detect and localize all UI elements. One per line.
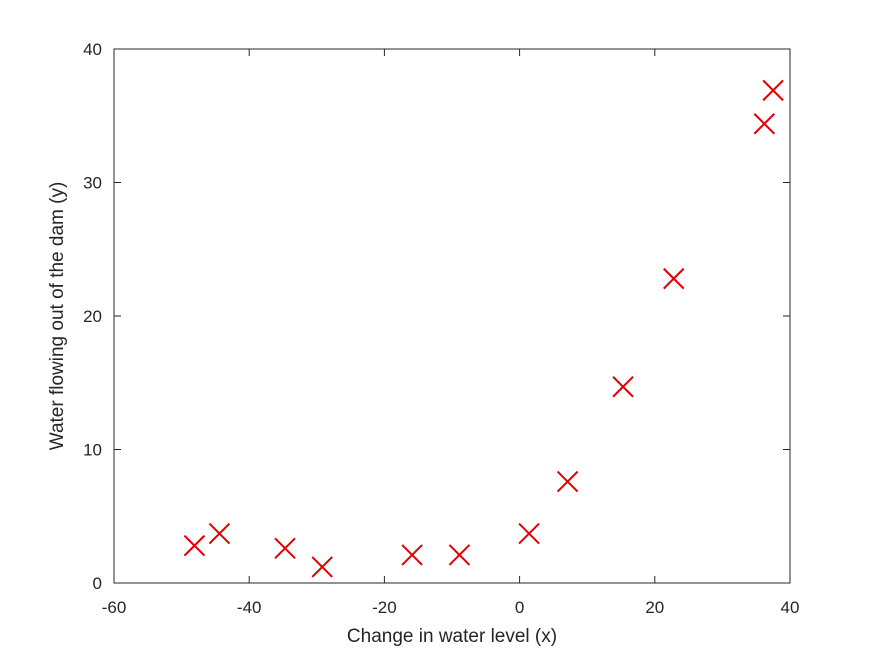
- data-point-marker: [274, 537, 296, 559]
- data-point-marker: [208, 522, 231, 545]
- x-tick-label: -20: [372, 598, 397, 617]
- data-point-marker: [612, 376, 634, 398]
- y-tick-label: 30: [83, 174, 102, 193]
- data-point-marker: [401, 544, 423, 566]
- x-axis-ticks: -60 -40 -20 0 20 40: [102, 49, 800, 617]
- x-axis-label: Change in water level (x): [347, 626, 557, 647]
- y-tick-label: 0: [93, 574, 102, 593]
- y-tick-label: 20: [83, 307, 102, 326]
- data-point-marker: [311, 556, 333, 578]
- x-tick-label: -40: [237, 598, 262, 617]
- data-point-marker: [663, 267, 685, 290]
- data-point-marker: [518, 522, 540, 545]
- data-point-marker: [762, 79, 784, 102]
- x-tick-label: 0: [515, 598, 524, 617]
- data-point-marker: [556, 470, 579, 493]
- data-point-marker: [448, 544, 471, 566]
- x-tick-label: -60: [102, 598, 127, 617]
- plot-area: [113, 48, 791, 584]
- data-point-marker: [753, 113, 776, 135]
- data-markers: [183, 79, 784, 578]
- y-tick-label: 40: [83, 40, 102, 59]
- data-point-marker: [183, 534, 206, 557]
- y-tick-label: 10: [83, 441, 102, 460]
- x-tick-label: 40: [781, 598, 800, 617]
- x-tick-label: 20: [645, 598, 664, 617]
- y-axis-label: Water flowing out of the dam (y): [47, 182, 68, 451]
- y-axis-ticks: 0 10 20 30 40: [83, 40, 790, 593]
